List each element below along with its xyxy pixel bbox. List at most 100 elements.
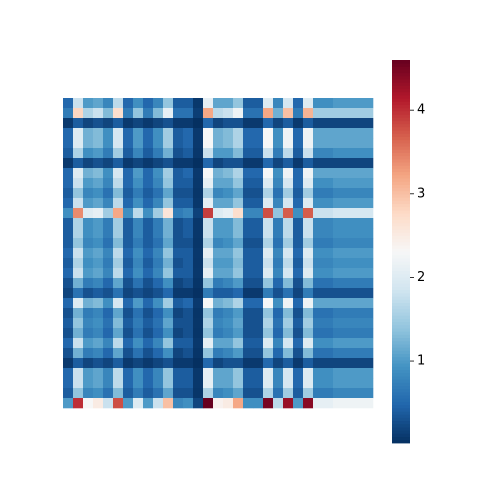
heatmap-cell — [343, 338, 354, 349]
heatmap-cell — [63, 258, 74, 269]
heatmap-cell — [73, 218, 84, 229]
heatmap-cell — [113, 358, 124, 369]
heatmap-cell — [83, 238, 94, 249]
heatmap-cell — [73, 328, 84, 339]
heatmap-cell — [183, 328, 194, 339]
heatmap-cell — [153, 238, 164, 249]
heatmap-cell — [283, 388, 294, 399]
heatmap-cell — [103, 198, 114, 209]
heatmap-cell — [143, 368, 154, 379]
colorbar-slice — [392, 149, 410, 153]
heatmap-cell — [103, 208, 114, 219]
heatmap-cell — [283, 118, 294, 129]
heatmap-cell — [83, 358, 94, 369]
heatmap-cell — [63, 208, 74, 219]
heatmap-cell — [333, 198, 344, 209]
heatmap-cell — [323, 328, 334, 339]
colorbar-slice — [392, 436, 410, 441]
heatmap-cell — [183, 228, 194, 239]
heatmap-cell — [333, 208, 344, 219]
colorbar-slice — [392, 347, 410, 351]
heatmap-cell — [233, 208, 244, 219]
heatmap-cell — [103, 298, 114, 309]
heatmap-cell — [63, 168, 74, 179]
heatmap-cell — [93, 348, 104, 359]
heatmap-cell — [153, 158, 164, 169]
heatmap-cell — [303, 268, 314, 279]
heatmap-cell — [133, 328, 144, 339]
heatmap-cell — [143, 138, 154, 149]
heatmap-cell — [213, 378, 224, 389]
colorbar-slice — [392, 241, 410, 246]
heatmap-cell — [193, 278, 204, 289]
heatmap-cell — [143, 288, 154, 299]
heatmap-cell — [183, 248, 194, 259]
heatmap-cell — [323, 208, 334, 219]
heatmap-cell — [243, 188, 254, 199]
heatmap-cell — [123, 248, 134, 259]
heatmap-cell — [103, 118, 114, 129]
heatmap-cell — [313, 198, 324, 209]
heatmap-cell — [223, 168, 234, 179]
heatmap-cell — [163, 138, 174, 149]
heatmap-cell — [293, 168, 304, 179]
heatmap-cell — [213, 238, 224, 249]
heatmap-cell — [123, 398, 134, 409]
heatmap-cell — [203, 118, 214, 129]
heatmap-cell — [293, 128, 304, 139]
heatmap-cell — [73, 128, 84, 139]
heatmap-cell — [253, 208, 264, 219]
heatmap-cell — [273, 278, 284, 289]
heatmap-cell — [363, 348, 374, 359]
heatmap-cell — [293, 288, 304, 299]
heatmap-cell — [283, 158, 294, 169]
heatmap-cell — [353, 368, 364, 379]
colorbar-slice — [392, 104, 410, 109]
heatmap-cell — [233, 318, 244, 329]
colorbar-slice — [392, 190, 410, 195]
heatmap-cell — [63, 348, 74, 359]
heatmap-cell — [93, 278, 104, 289]
heatmap-cell — [103, 398, 114, 409]
heatmap-cell — [133, 168, 144, 179]
heatmap-cell — [273, 328, 284, 339]
heatmap-cell — [103, 138, 114, 149]
heatmap-cell — [203, 378, 214, 389]
heatmap-cell — [323, 218, 334, 229]
heatmap-cell — [63, 318, 74, 329]
heatmap-cell — [253, 158, 264, 169]
heatmap-cell — [213, 348, 224, 359]
heatmap-cell — [93, 198, 104, 209]
heatmap-cell — [313, 358, 324, 369]
heatmap-cell — [263, 248, 274, 259]
heatmap-cell — [243, 248, 254, 259]
heatmap-cell — [83, 228, 94, 239]
heatmap-cell — [183, 278, 194, 289]
heatmap-cell — [303, 198, 314, 209]
heatmap-cell — [63, 268, 74, 279]
heatmap-cell — [333, 98, 344, 109]
heatmap-cell — [313, 368, 324, 379]
heatmap-cell — [193, 178, 204, 189]
heatmap-cell — [253, 228, 264, 239]
heatmap-cell — [363, 168, 374, 179]
heatmap-cell — [353, 328, 364, 339]
colorbar-slice — [392, 292, 410, 297]
heatmap-cell — [313, 298, 324, 309]
heatmap-cell — [243, 338, 254, 349]
colorbar-slice — [392, 69, 410, 74]
colorbar-slice — [392, 101, 410, 106]
heatmap-cell — [363, 378, 374, 389]
heatmap-cell — [203, 248, 214, 259]
heatmap-cell — [123, 278, 134, 289]
heatmap-cell — [273, 188, 284, 199]
heatmap-cell — [173, 218, 184, 229]
heatmap-cell — [323, 128, 334, 139]
heatmap-cell — [143, 128, 154, 139]
heatmap-cell — [143, 258, 154, 269]
heatmap-cell — [123, 168, 134, 179]
heatmap-cell — [333, 388, 344, 399]
heatmap-cell — [233, 368, 244, 379]
heatmap-cell — [293, 298, 304, 309]
heatmap-cell — [83, 98, 94, 109]
